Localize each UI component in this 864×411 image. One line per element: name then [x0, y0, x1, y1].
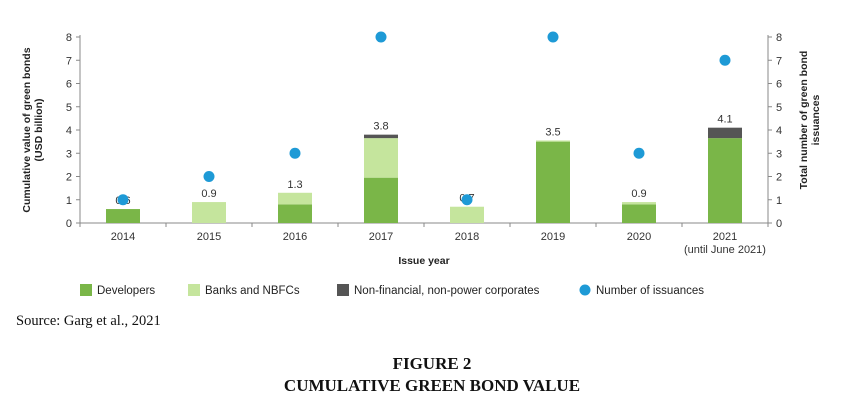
legend-swatch-banks-and-nbfcs	[188, 284, 200, 296]
y-tick-label-left: 8	[66, 32, 72, 44]
legend-swatch-number-of-issuances	[579, 284, 591, 296]
legend-label-banks-and-nbfcs: Banks and NBFCs	[205, 285, 300, 297]
y-axis-title-line1: Cumulative value of green bonds	[21, 47, 33, 212]
y-tick-label-right: 5	[776, 102, 782, 114]
y-tick-label-right: 8	[776, 32, 782, 44]
bar-total-label-2019: 3.5	[545, 126, 560, 138]
y-tick-label-left: 7	[66, 55, 72, 67]
y-tick-label-left: 3	[66, 148, 72, 160]
y-tick-label-right: 7	[776, 55, 782, 67]
bar-banks-and-nbfcs-2019	[536, 140, 570, 142]
issuance-point-2014	[117, 194, 129, 206]
issuance-point-2018	[461, 194, 473, 206]
x-tick-label-2018: 2018	[455, 231, 479, 243]
bar-banks-and-nbfcs-2020	[622, 202, 656, 205]
legend-label-number-of-issuances: Number of issuances	[596, 285, 704, 297]
x-tick-label-2017: 2017	[369, 231, 393, 243]
bar-developers-2019	[536, 141, 570, 223]
bar-developers-2017	[364, 177, 398, 223]
legend-label-developers: Developers	[97, 285, 155, 297]
x-axis-title: Issue year	[398, 255, 449, 267]
issuance-point-2017	[375, 31, 387, 43]
issuance-point-2021	[719, 54, 731, 66]
x-tick-label-2016: 2016	[283, 231, 307, 243]
bar-total-label-2015: 0.9	[201, 188, 216, 200]
y-tick-label-right: 0	[776, 218, 782, 230]
y-tick-label-right: 1	[776, 195, 782, 207]
figure-number: FIGURE 2	[392, 354, 472, 373]
bar-total-label-2021: 4.1	[717, 114, 732, 126]
y-axis-title-line2: (USD billion)	[33, 99, 45, 162]
bar-non-financial-non-power-corporates-2017	[364, 134, 398, 139]
legend-swatch-non-financial-non-power-corporates	[337, 284, 349, 296]
bar-total-label-2020: 0.9	[631, 188, 646, 200]
x-tick-sublabel-2021: (until June 2021)	[684, 244, 766, 256]
legend-label-non-financial-non-power-corporates: Non-financial, non-power corporates	[354, 285, 540, 297]
bar-developers-2014	[106, 209, 140, 223]
bar-banks-and-nbfcs-2015	[192, 202, 226, 223]
y-tick-label-left: 2	[66, 172, 72, 184]
y-tick-label-left: 4	[66, 125, 72, 137]
y-tick-label-left: 1	[66, 195, 72, 207]
y-tick-label-right: 4	[776, 125, 782, 137]
y2-axis-title-line1: Total number of green bond	[798, 51, 810, 190]
figure-caption: CUMULATIVE GREEN BOND VALUE	[283, 376, 581, 395]
bar-banks-and-nbfcs-2016	[278, 192, 312, 205]
y-tick-label-left: 6	[66, 79, 72, 91]
bar-developers-2016	[278, 204, 312, 223]
bar-banks-and-nbfcs-2018	[450, 206, 484, 223]
bar-developers-2020	[622, 204, 656, 223]
y-tick-label-left: 5	[66, 102, 72, 114]
y2-axis-title-line2: issuances	[810, 94, 822, 145]
issuance-point-2016	[289, 147, 301, 159]
x-tick-label-2020: 2020	[627, 231, 651, 243]
y-tick-label-right: 3	[776, 148, 782, 160]
y-tick-label-left: 0	[66, 218, 72, 230]
bar-developers-2021	[708, 138, 742, 223]
issuance-point-2020	[633, 147, 645, 159]
source-note: Source: Garg et al., 2021	[16, 313, 161, 329]
issuance-point-2019	[547, 31, 559, 43]
x-tick-label-2015: 2015	[197, 231, 221, 243]
y-tick-label-right: 6	[776, 79, 782, 91]
bar-non-financial-non-power-corporates-2021	[708, 127, 742, 139]
bar-banks-and-nbfcs-2017	[364, 138, 398, 178]
x-tick-label-2014: 2014	[111, 231, 135, 243]
legend-swatch-developers	[80, 284, 92, 296]
bar-total-label-2016: 1.3	[287, 179, 302, 191]
issuance-point-2015	[203, 171, 215, 182]
green-bond-chart: 0011223344556677880.620140.920151.320163…	[21, 31, 822, 297]
x-tick-label-2021: 2021	[713, 231, 737, 243]
x-tick-label-2019: 2019	[541, 231, 565, 243]
bar-total-label-2017: 3.8	[373, 121, 388, 133]
y-tick-label-right: 2	[776, 172, 782, 184]
